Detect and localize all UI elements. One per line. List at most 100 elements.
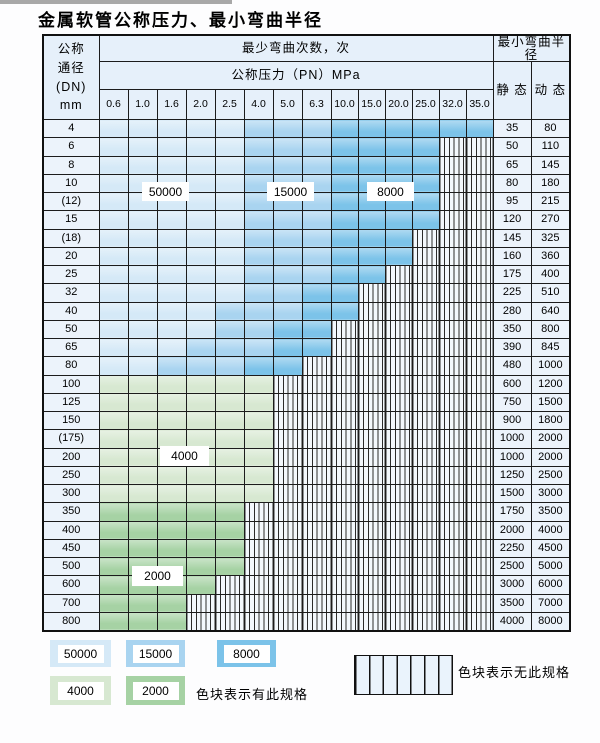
- no-spec-cell: [301, 465, 332, 486]
- pressure-col-header: 1.0: [127, 89, 158, 120]
- spec-cell: [301, 137, 332, 157]
- dn-cell: 8: [42, 155, 100, 175]
- table-row: 500 2500 5000: [42, 556, 571, 577]
- spec-cell: [272, 319, 303, 340]
- legend-chip-15000: 15000: [126, 640, 185, 667]
- spec-cell: [156, 410, 187, 431]
- spec-cell: [243, 283, 274, 303]
- no-spec-cell: [301, 538, 332, 559]
- spec-cell: [384, 210, 413, 230]
- no-spec-cell: [438, 502, 467, 522]
- spec-cell: [98, 556, 129, 577]
- pressure-col-header: 6.3: [301, 89, 332, 120]
- spec-cell: [156, 520, 187, 540]
- no-spec-cell: [330, 465, 359, 486]
- no-spec-cell: [330, 319, 359, 340]
- spec-cell: [243, 210, 274, 230]
- spec-cell: [243, 264, 274, 285]
- spec-cell: [127, 283, 158, 303]
- table-row: 150 900 1800: [42, 410, 571, 431]
- spec-cell: [98, 447, 129, 467]
- dynamic-radius-cell: 800: [530, 319, 571, 340]
- spec-cell: [243, 356, 274, 376]
- dynamic-radius-cell: 4000: [530, 520, 571, 540]
- no-spec-cell: [465, 173, 494, 194]
- no-spec-cell: [357, 356, 386, 376]
- table-row: 40 280 640: [42, 301, 571, 321]
- spec-cell: [98, 191, 129, 212]
- spec-cell: [384, 246, 413, 267]
- dn-cell: 250: [42, 465, 100, 486]
- pressure-col-header: 15.0: [357, 89, 386, 120]
- top-edge-artifact: [0, 0, 232, 4]
- no-spec-cell: [465, 356, 494, 376]
- no-spec-cell: [301, 429, 332, 449]
- spec-cell: [156, 319, 187, 340]
- no-spec-cell: [438, 210, 467, 230]
- spec-cell: [243, 155, 274, 175]
- spec-cell: [98, 228, 129, 248]
- dynamic-radius-cell: 510: [530, 283, 571, 303]
- spec-cell: [214, 228, 245, 248]
- no-spec-cell: [301, 392, 332, 413]
- spec-cell: [185, 283, 216, 303]
- dynamic-radius-cell: 1200: [530, 374, 571, 394]
- spec-cell: [127, 137, 158, 157]
- spec-cell: [411, 191, 440, 212]
- no-spec-cell: [465, 137, 494, 157]
- spec-cell: [127, 483, 158, 504]
- spec-cell: [272, 155, 303, 175]
- dn-header-line: 通径: [57, 60, 85, 75]
- spec-cell: [357, 228, 386, 248]
- spec-cell: [243, 137, 274, 157]
- no-spec-cell: [272, 593, 303, 613]
- dn-cell: 200: [42, 447, 100, 467]
- spec-cell: [127, 429, 158, 449]
- dn-cell: 400: [42, 520, 100, 540]
- table-row: 32 225 510: [42, 283, 571, 303]
- no-spec-cell: [411, 246, 440, 267]
- static-radius-cell: 50: [492, 137, 532, 157]
- table-row: 25 175 400: [42, 264, 571, 285]
- no-spec-cell: [411, 575, 440, 595]
- legend-hatch-swatch: [354, 655, 453, 695]
- spec-cell: [301, 246, 332, 267]
- no-spec-cell: [465, 246, 494, 267]
- cycle-count-label: 8000: [367, 182, 414, 201]
- spec-cell: [185, 410, 216, 431]
- spec-cell: [127, 520, 158, 540]
- spec-cell: [301, 319, 332, 340]
- spec-cell: [185, 319, 216, 340]
- spec-cell: [156, 429, 187, 449]
- no-spec-cell: [330, 520, 359, 540]
- dynamic-radius-cell: 8000: [530, 611, 571, 632]
- spec-cell: [214, 264, 245, 285]
- dynamic-column-header: 动 态: [530, 61, 571, 120]
- spec-cell: [243, 392, 274, 413]
- static-radius-cell: 225: [492, 283, 532, 303]
- no-spec-cell: [272, 483, 303, 504]
- static-radius-cell: 1000: [492, 447, 532, 467]
- spec-cell: [214, 447, 245, 467]
- no-spec-cell: [411, 556, 440, 577]
- no-spec-cell: [411, 228, 440, 248]
- spec-cell: [301, 337, 332, 358]
- spec-cell: [272, 118, 303, 139]
- spec-cell: [411, 137, 440, 157]
- no-spec-cell: [411, 283, 440, 303]
- spec-cell: [156, 465, 187, 486]
- dn-cell: 500: [42, 556, 100, 577]
- static-radius-cell: 65: [492, 155, 532, 175]
- no-spec-cell: [438, 465, 467, 486]
- spec-cell: [127, 447, 158, 467]
- pressure-col-header: 25.0: [411, 89, 440, 120]
- no-spec-cell: [384, 575, 413, 595]
- pressure-col-header: 20.0: [384, 89, 413, 120]
- no-spec-cell: [465, 337, 494, 358]
- no-spec-cell: [438, 575, 467, 595]
- no-spec-cell: [357, 575, 386, 595]
- spec-cell: [214, 301, 245, 321]
- dynamic-radius-cell: 360: [530, 246, 571, 267]
- no-spec-cell: [465, 228, 494, 248]
- no-spec-cell: [411, 465, 440, 486]
